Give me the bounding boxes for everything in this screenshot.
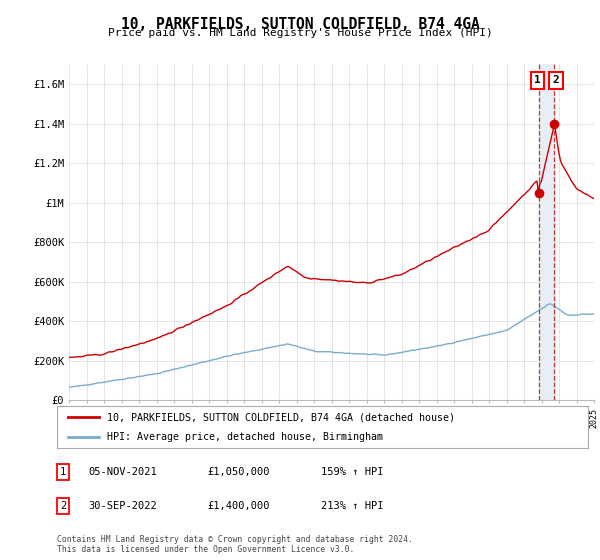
Text: HPI: Average price, detached house, Birmingham: HPI: Average price, detached house, Birm…	[107, 432, 383, 442]
Text: 159% ↑ HPI: 159% ↑ HPI	[321, 467, 383, 477]
Text: 05-NOV-2021: 05-NOV-2021	[89, 467, 158, 477]
Text: 10, PARKFIELDS, SUTTON COLDFIELD, B74 4GA (detached house): 10, PARKFIELDS, SUTTON COLDFIELD, B74 4G…	[107, 412, 455, 422]
Text: £1,050,000: £1,050,000	[207, 467, 269, 477]
Text: 1: 1	[60, 467, 66, 477]
Text: 1: 1	[534, 75, 541, 85]
Bar	[539, 64, 554, 400]
Text: 2: 2	[553, 75, 559, 85]
Text: Price paid vs. HM Land Registry's House Price Index (HPI): Price paid vs. HM Land Registry's House …	[107, 28, 493, 38]
Text: 2: 2	[60, 501, 66, 511]
Text: Contains HM Land Registry data © Crown copyright and database right 2024.
This d: Contains HM Land Registry data © Crown c…	[57, 535, 413, 554]
Text: 30-SEP-2022: 30-SEP-2022	[89, 501, 158, 511]
Text: 213% ↑ HPI: 213% ↑ HPI	[321, 501, 383, 511]
Text: £1,400,000: £1,400,000	[207, 501, 269, 511]
Text: 10, PARKFIELDS, SUTTON COLDFIELD, B74 4GA: 10, PARKFIELDS, SUTTON COLDFIELD, B74 4G…	[121, 17, 479, 32]
